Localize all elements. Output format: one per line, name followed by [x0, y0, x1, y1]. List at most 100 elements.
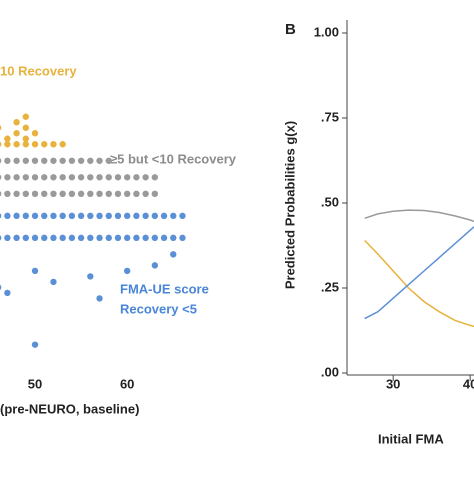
point [87, 157, 94, 164]
point [68, 174, 76, 181]
point [133, 174, 140, 181]
point [151, 212, 159, 220]
x-tick-label: 50 [28, 376, 42, 391]
line [364, 209, 474, 223]
point [96, 174, 103, 181]
point [0, 125, 2, 131]
annotation: 10 Recovery [0, 63, 77, 78]
x-tick-label: 40 [463, 376, 474, 391]
line [364, 226, 474, 320]
point [105, 212, 112, 220]
point [77, 212, 85, 220]
y-tick-label: .50 [321, 194, 339, 209]
point [50, 234, 57, 242]
point [0, 213, 2, 219]
point [50, 212, 57, 220]
x-axis-label: Initial FMA [378, 431, 444, 446]
point [13, 130, 20, 137]
point [59, 141, 66, 148]
point [160, 234, 168, 242]
point [123, 267, 131, 275]
point [142, 234, 149, 242]
point [50, 174, 57, 181]
point [22, 174, 30, 181]
point [96, 157, 103, 164]
point [160, 212, 168, 220]
point [59, 234, 66, 242]
x-tick-label: 60 [120, 376, 134, 391]
point [114, 234, 122, 242]
y-tick-label: .75 [321, 109, 339, 124]
point [13, 234, 20, 242]
point [4, 157, 11, 164]
y-tick-label: .25 [321, 279, 339, 294]
point [96, 234, 103, 242]
point [77, 174, 85, 181]
point [31, 174, 39, 181]
point [22, 124, 30, 131]
point [41, 212, 48, 220]
point [41, 174, 48, 181]
point [151, 190, 159, 198]
y-axis-label: Predicted Probabilities g(x) [282, 121, 297, 289]
annotation: FMA-UE score [120, 281, 209, 296]
point [114, 190, 122, 198]
point [105, 174, 112, 181]
point [142, 174, 149, 181]
point [0, 191, 2, 197]
point [31, 157, 39, 164]
point [31, 141, 39, 148]
point [50, 278, 57, 286]
point [59, 157, 66, 164]
point [31, 341, 39, 348]
point [13, 119, 20, 126]
y-tick-label: 1.00 [314, 24, 339, 39]
point [123, 212, 131, 220]
point [22, 190, 30, 198]
point [41, 141, 48, 148]
point [59, 212, 66, 220]
point [68, 212, 76, 220]
point [50, 157, 57, 164]
point [0, 235, 2, 241]
point [105, 190, 112, 198]
point [105, 234, 112, 242]
point [13, 157, 20, 164]
point [13, 174, 20, 181]
annotation: ≥5 but <10 Recovery [110, 151, 237, 166]
point [87, 174, 94, 181]
point [77, 157, 85, 164]
point [77, 234, 85, 242]
point [179, 234, 186, 242]
point [31, 190, 39, 198]
point [96, 295, 103, 302]
point [96, 190, 103, 198]
point [151, 262, 159, 269]
point [41, 234, 48, 242]
point [4, 174, 11, 181]
point [142, 190, 149, 198]
point [114, 174, 122, 181]
point [31, 212, 39, 220]
y-tick-label: .00 [321, 364, 339, 379]
point [114, 212, 122, 220]
point [68, 157, 76, 164]
point [123, 174, 131, 181]
point [123, 234, 131, 242]
point [87, 212, 94, 220]
point [0, 158, 2, 164]
point [179, 212, 186, 220]
point [31, 267, 39, 275]
line [364, 239, 474, 328]
point [87, 273, 94, 280]
point [170, 234, 177, 242]
x-axis-label: (pre-NEURO, baseline) [0, 401, 139, 416]
point [41, 190, 48, 198]
point [4, 234, 11, 242]
point [123, 190, 131, 198]
point [4, 135, 11, 142]
point [22, 113, 30, 120]
point [22, 141, 30, 148]
point [13, 190, 20, 198]
